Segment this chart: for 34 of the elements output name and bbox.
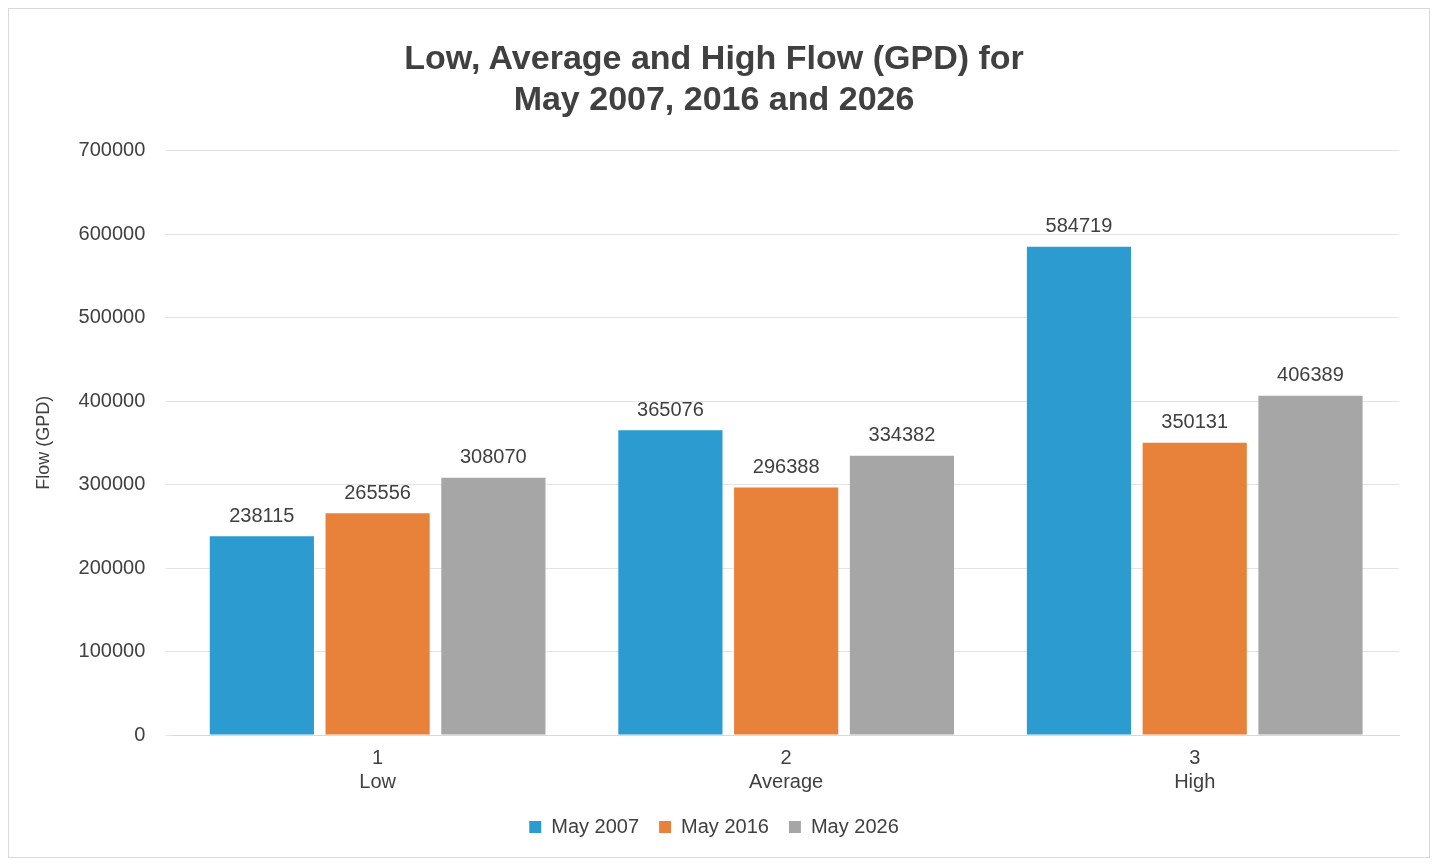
- data-label: 406389: [1277, 363, 1344, 386]
- data-label: 308070: [460, 445, 527, 468]
- bar: [849, 455, 955, 735]
- x-tick-label: 1 Low: [359, 745, 397, 792]
- y-tick-label: 200000: [78, 555, 146, 578]
- bar: [1142, 442, 1247, 735]
- y-tick-label: 700000: [78, 138, 146, 161]
- bar: [441, 477, 546, 735]
- y-tick-label: 0: [134, 722, 146, 745]
- data-label: 238115: [229, 503, 295, 526]
- x-tick-label: 3 High: [1174, 745, 1216, 792]
- bar: [618, 430, 723, 735]
- data-label: 265556: [344, 480, 411, 503]
- legend-label: May 2026: [810, 814, 899, 837]
- legend-label: May 2016: [681, 814, 769, 837]
- chart-title: Low, Average and High Flow (GPD) for May 2007, 2016 and 2026: [404, 37, 1024, 117]
- y-axis-title: Flow (GPD): [32, 395, 53, 490]
- y-tick-label: 400000: [78, 388, 146, 411]
- bar: [1258, 395, 1363, 735]
- bar: [1026, 246, 1132, 735]
- y-tick-label: 300000: [78, 472, 146, 495]
- data-label: 365076: [637, 397, 704, 420]
- data-label: 296388: [752, 455, 820, 478]
- y-tick-label: 500000: [78, 305, 146, 328]
- data-label: 350131: [1161, 410, 1229, 433]
- bar: [325, 513, 430, 735]
- bar: [209, 536, 314, 735]
- data-label: 334382: [868, 423, 936, 446]
- y-tick-label: 100000: [78, 639, 146, 662]
- bar: [734, 487, 839, 735]
- data-label: 584719: [1045, 214, 1113, 237]
- x-tick-label: 2 Average: [749, 745, 824, 792]
- legend-label: May 2007: [551, 814, 640, 837]
- y-tick-label: 600000: [78, 221, 146, 244]
